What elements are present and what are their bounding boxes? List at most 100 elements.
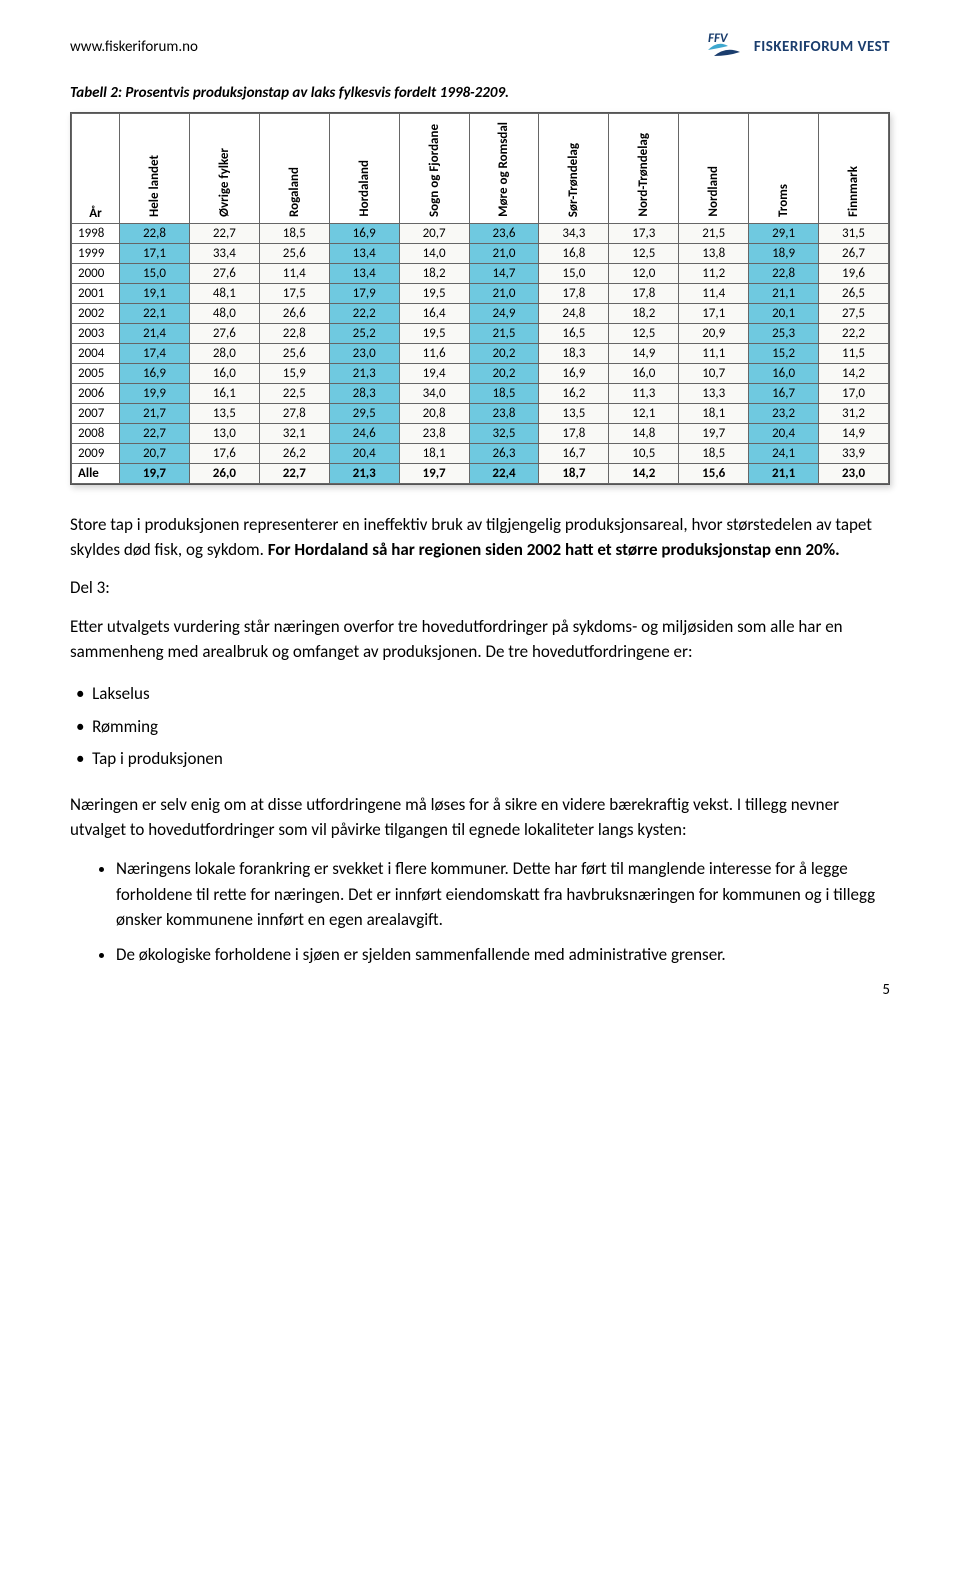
year-cell: 2003 <box>72 324 120 344</box>
col-header: Sogn og Fjordane <box>399 114 469 224</box>
data-cell: 23,8 <box>399 424 469 444</box>
data-cell: 48,1 <box>189 284 259 304</box>
data-cell: 13,8 <box>679 244 749 264</box>
data-cell: 17,8 <box>609 284 679 304</box>
data-cell: 27,6 <box>189 324 259 344</box>
data-cell: 11,4 <box>259 264 329 284</box>
list-item: De økologiske forholdene i sjøen er sjel… <box>116 942 890 967</box>
data-cell: 18,5 <box>469 384 539 404</box>
data-cell: 16,5 <box>539 324 609 344</box>
data-cell: 27,6 <box>189 264 259 284</box>
data-cell: 13,5 <box>539 404 609 424</box>
data-cell: 17,5 <box>259 284 329 304</box>
table-row: Alle19,726,022,721,319,722,418,714,215,6… <box>72 464 889 484</box>
data-cell: 25,3 <box>749 324 819 344</box>
data-cell: 21,5 <box>679 224 749 244</box>
data-cell: 25,6 <box>259 344 329 364</box>
data-cell: 29,5 <box>329 404 399 424</box>
data-cell: 18,5 <box>679 444 749 464</box>
data-cell: 18,5 <box>259 224 329 244</box>
data-cell: 24,8 <box>539 304 609 324</box>
data-cell: 22,2 <box>329 304 399 324</box>
data-cell: 20,9 <box>679 324 749 344</box>
data-cell: 19,5 <box>399 324 469 344</box>
year-cell: 2005 <box>72 364 120 384</box>
data-cell: 13,4 <box>329 244 399 264</box>
year-cell: 2009 <box>72 444 120 464</box>
data-cell: 17,8 <box>539 424 609 444</box>
data-cell: 22,7 <box>189 224 259 244</box>
data-cell: 23,2 <box>749 404 819 424</box>
data-table: ÅrHele landetØvrige fylkerRogalandHordal… <box>71 113 889 484</box>
year-cell: 2001 <box>72 284 120 304</box>
data-cell: 21,3 <box>329 364 399 384</box>
data-cell: 21,0 <box>469 284 539 304</box>
col-header: Møre og Romsdal <box>469 114 539 224</box>
data-cell: 20,4 <box>749 424 819 444</box>
data-cell: 19,9 <box>120 384 190 404</box>
data-cell: 26,6 <box>259 304 329 324</box>
table-row: 200516,916,015,921,319,420,216,916,010,7… <box>72 364 889 384</box>
data-cell: 17,3 <box>609 224 679 244</box>
data-cell: 29,1 <box>749 224 819 244</box>
data-cell: 18,2 <box>609 304 679 324</box>
data-cell: 16,7 <box>749 384 819 404</box>
table-row: 200222,148,026,622,216,424,924,818,217,1… <box>72 304 889 324</box>
col-header: Troms <box>749 114 819 224</box>
data-cell: 33,9 <box>819 444 889 464</box>
data-cell: 11,4 <box>679 284 749 304</box>
data-cell: 17,0 <box>819 384 889 404</box>
data-cell: 21,3 <box>329 464 399 484</box>
data-cell: 16,7 <box>539 444 609 464</box>
data-cell: 17,1 <box>120 244 190 264</box>
data-cell: 26,3 <box>469 444 539 464</box>
bullets-2: Næringens lokale forankring er svekket i… <box>70 856 890 967</box>
table-row: 200822,713,032,124,623,832,517,814,819,7… <box>72 424 889 444</box>
data-cell: 12,5 <box>609 244 679 264</box>
col-header: Rogaland <box>259 114 329 224</box>
data-cell: 32,1 <box>259 424 329 444</box>
data-cell: 15,0 <box>120 264 190 284</box>
bullets-1: LakselusRømmingTap i produksjonen <box>70 678 890 775</box>
data-cell: 22,8 <box>749 264 819 284</box>
year-cell: 1999 <box>72 244 120 264</box>
data-cell: 11,5 <box>819 344 889 364</box>
data-cell: 17,9 <box>329 284 399 304</box>
data-cell: 18,2 <box>399 264 469 284</box>
data-cell: 19,5 <box>399 284 469 304</box>
page-header: www.fiskeriforum.no FFV FISKERIFORUM VES… <box>70 30 890 64</box>
table-container: ÅrHele landetØvrige fylkerRogalandHordal… <box>70 112 890 485</box>
del3-label: Del 3: <box>70 576 890 601</box>
data-cell: 21,1 <box>749 464 819 484</box>
table-row: 200417,428,025,623,011,620,218,314,911,1… <box>72 344 889 364</box>
data-cell: 19,7 <box>120 464 190 484</box>
data-cell: 14,9 <box>819 424 889 444</box>
data-cell: 20,2 <box>469 364 539 384</box>
table-row: 200920,717,626,220,418,126,316,710,518,5… <box>72 444 889 464</box>
data-cell: 12,5 <box>609 324 679 344</box>
data-cell: 25,2 <box>329 324 399 344</box>
data-cell: 18,7 <box>539 464 609 484</box>
data-cell: 16,2 <box>539 384 609 404</box>
col-header: Nord-Trøndelag <box>609 114 679 224</box>
col-header: Sør-Trøndelag <box>539 114 609 224</box>
data-cell: 13,5 <box>189 404 259 424</box>
data-cell: 20,7 <box>399 224 469 244</box>
data-cell: 12,1 <box>609 404 679 424</box>
table-row: 199917,133,425,613,414,021,016,812,513,8… <box>72 244 889 264</box>
data-cell: 18,1 <box>679 404 749 424</box>
data-cell: 10,7 <box>679 364 749 384</box>
data-cell: 13,3 <box>679 384 749 404</box>
data-cell: 28,0 <box>189 344 259 364</box>
data-cell: 21,5 <box>469 324 539 344</box>
year-cell: 2004 <box>72 344 120 364</box>
data-cell: 26,7 <box>819 244 889 264</box>
data-cell: 19,7 <box>679 424 749 444</box>
table-row: 200721,713,527,829,520,823,813,512,118,1… <box>72 404 889 424</box>
data-cell: 18,1 <box>399 444 469 464</box>
table-row: 200119,148,117,517,919,521,017,817,811,4… <box>72 284 889 304</box>
data-cell: 12,0 <box>609 264 679 284</box>
data-cell: 16,4 <box>399 304 469 324</box>
data-cell: 26,0 <box>189 464 259 484</box>
year-cell: 2006 <box>72 384 120 404</box>
